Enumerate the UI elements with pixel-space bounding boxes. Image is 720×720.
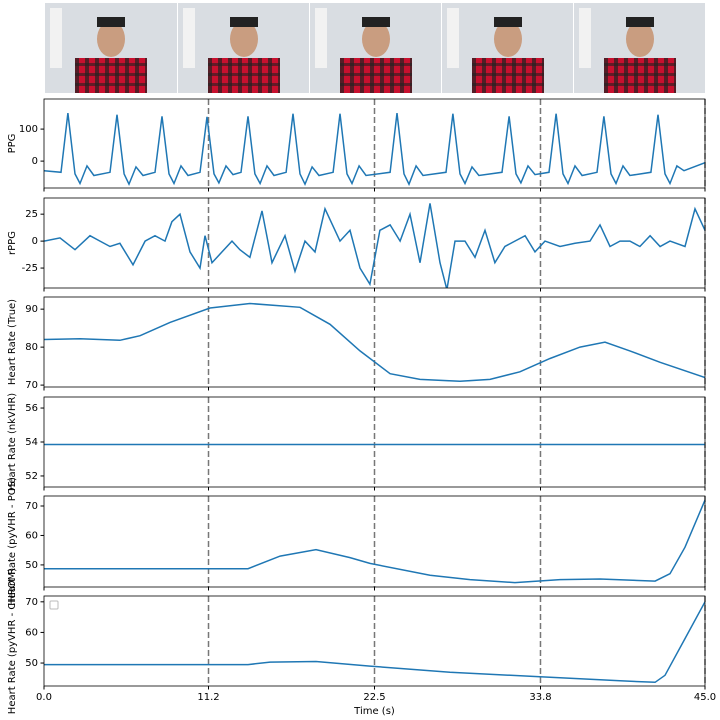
x-tick-label: 0.0 [36, 692, 52, 703]
y-tick-label: 0 [32, 156, 38, 167]
line-series [44, 203, 705, 288]
frame [442, 3, 573, 93]
frame [574, 3, 705, 93]
axes-frame [43, 495, 706, 588]
y-tick-label: 25 [25, 209, 38, 220]
y-tick-label: 52 [25, 471, 38, 482]
frame [310, 3, 441, 93]
axes-frame [43, 197, 706, 289]
line-series [44, 499, 705, 584]
line-series [44, 302, 705, 383]
y-tick-label: 70 [25, 597, 38, 608]
x-tick-label: 22.5 [363, 692, 385, 703]
y-axis-label: rPPG [7, 231, 18, 255]
y-tick-label: 60 [25, 530, 38, 541]
y-axis-label: Heart Rate (pyVHR - CHROM) [7, 568, 18, 715]
y-tick-label: 70 [25, 380, 38, 391]
axes-frame [43, 396, 706, 488]
y-axis-label: Heart Rate (True) [7, 299, 18, 385]
y-tick-label: -25 [22, 263, 38, 274]
y-tick-label: 50 [25, 560, 38, 571]
y-axis-label: Heart Rate (pyVHR - POS) [7, 477, 18, 606]
y-tick-label: 70 [25, 501, 38, 512]
line-series [44, 113, 705, 187]
axes-frame [43, 595, 706, 687]
x-axis-label: Time (s) [353, 706, 395, 717]
y-tick-label: 50 [25, 658, 38, 669]
axes-frame [43, 98, 706, 189]
frame [45, 3, 177, 93]
y-axis-label: Heart Rate (nkVHR) [7, 393, 18, 491]
empty-legend [49, 600, 59, 610]
y-tick-label: 60 [25, 627, 38, 638]
y-tick-label: 80 [25, 342, 38, 353]
y-tick-label: 90 [25, 304, 38, 315]
x-tick-label: 11.2 [197, 692, 219, 703]
y-tick-label: 0 [32, 236, 38, 247]
y-tick-label: 54 [25, 437, 38, 448]
frame [178, 3, 309, 93]
y-axis-label: PPG [7, 134, 18, 154]
x-tick-label: 45.0 [694, 692, 716, 703]
line-series [44, 601, 705, 684]
y-tick-label: 56 [25, 403, 38, 414]
axes-frame [43, 296, 706, 388]
x-tick-label: 33.8 [529, 692, 551, 703]
y-tick-label: 100 [19, 124, 38, 135]
video-frames [45, 3, 705, 93]
